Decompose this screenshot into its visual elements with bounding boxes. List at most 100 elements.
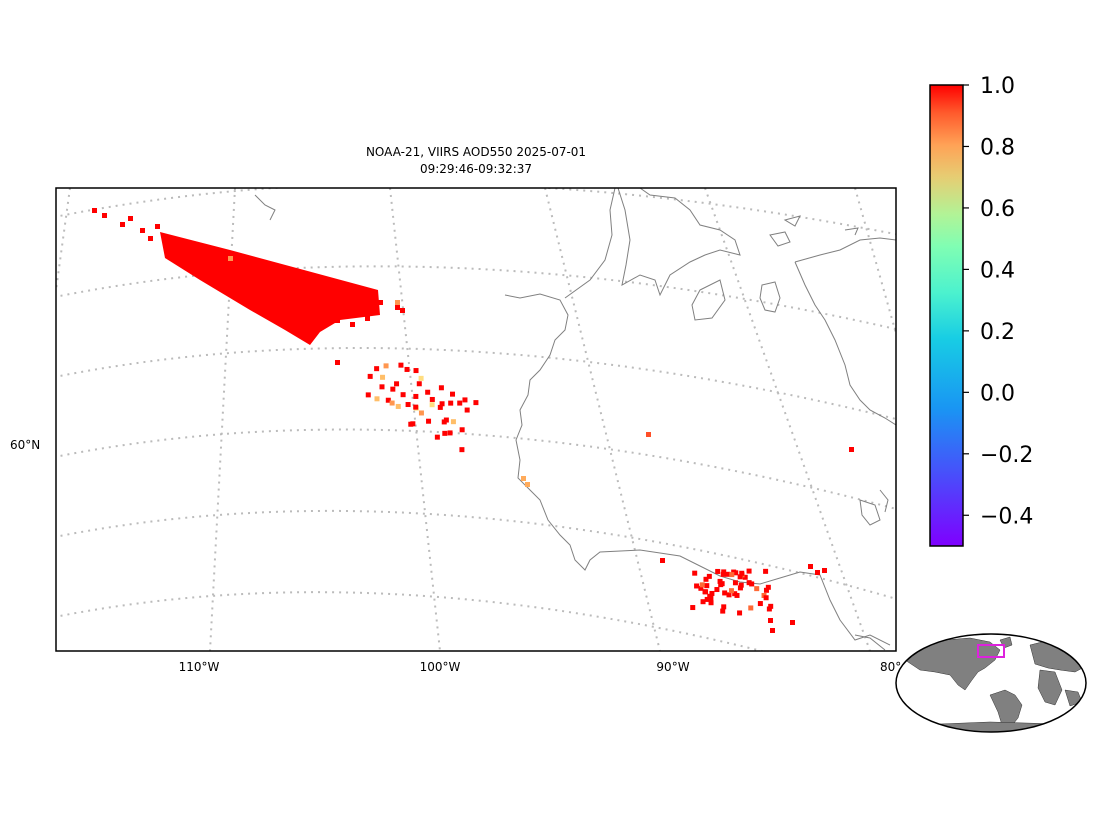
aod-point	[790, 620, 795, 625]
aod-point	[380, 374, 386, 380]
aod-point	[763, 587, 769, 593]
aod-point	[459, 427, 465, 433]
aod-point	[128, 216, 133, 221]
aod-point	[709, 590, 715, 596]
aod-point	[374, 366, 380, 372]
aod-points	[92, 208, 854, 633]
aod-point	[385, 397, 391, 403]
aod-point	[725, 571, 731, 577]
aod-point	[732, 580, 738, 586]
inset-frame	[895, 633, 1087, 733]
aod-point	[704, 583, 710, 589]
aod-point	[768, 603, 774, 609]
aod-point	[450, 391, 456, 397]
aod-point	[395, 305, 400, 310]
aod-point	[702, 589, 708, 595]
colorbar-tick-label: 0.4	[980, 258, 1015, 283]
aod-point	[694, 583, 700, 589]
lon-label-90w: 90°W	[656, 660, 689, 674]
aod-point	[120, 222, 125, 227]
lon-label-100w: 100°W	[420, 660, 461, 674]
aod-point	[395, 403, 401, 409]
colorbar-tick-label: 0.8	[980, 135, 1015, 160]
aod-point	[443, 417, 449, 423]
aod-point	[765, 584, 771, 590]
aod-point	[408, 421, 414, 427]
aod-point	[708, 600, 714, 606]
aod-point	[660, 558, 665, 563]
aod-point	[721, 604, 727, 610]
aod-point	[739, 570, 745, 576]
aod-point	[719, 581, 725, 587]
aod-point	[365, 316, 370, 321]
aod-point	[525, 482, 530, 487]
colorbar-tick-label: 1.0	[980, 74, 1015, 99]
aod-point	[413, 393, 419, 399]
aod-point	[690, 605, 696, 611]
inset-globe	[895, 633, 1087, 733]
aod-point	[418, 375, 424, 381]
aod-point	[462, 397, 468, 403]
aod-point	[766, 606, 772, 612]
aod-point	[429, 396, 435, 402]
aod-point	[413, 404, 419, 410]
aod-point	[438, 385, 444, 391]
aod-point	[140, 228, 145, 233]
aod-point	[726, 592, 732, 598]
map-title-line1: NOAA-21, VIIRS AOD550 2025-07-01	[365, 145, 587, 159]
aod-point	[746, 568, 752, 574]
aod-point	[733, 570, 739, 576]
aod-point	[737, 585, 743, 591]
aod-point	[404, 366, 410, 372]
aod-point	[335, 318, 340, 323]
aod-point	[459, 447, 465, 453]
aod-point	[757, 601, 763, 607]
aod-point	[715, 568, 721, 574]
aod-point	[698, 585, 704, 591]
aod-point	[425, 389, 431, 395]
aod-point	[390, 386, 396, 392]
aod-point	[367, 373, 373, 379]
aod-point	[768, 618, 773, 623]
aod-point	[398, 362, 404, 368]
aod-point	[714, 587, 720, 593]
aod-point	[732, 591, 738, 597]
aod-swath-northwest	[160, 232, 380, 345]
map-frame	[55, 187, 897, 652]
aod-point	[365, 392, 371, 398]
aod-point	[742, 574, 748, 580]
aod-point	[447, 430, 453, 436]
aod-point	[335, 360, 340, 365]
aod-point	[699, 582, 705, 588]
aod-point	[429, 402, 435, 408]
aod-point	[148, 236, 153, 241]
aod-point	[763, 595, 769, 601]
aod-point	[700, 599, 706, 605]
aod-point	[748, 605, 754, 611]
aod-point	[379, 384, 385, 390]
aod-point	[738, 582, 744, 588]
aod-point	[439, 401, 445, 407]
aod-point	[707, 593, 713, 599]
aod-point	[350, 322, 355, 327]
aod-point	[437, 404, 443, 410]
aod-point	[426, 418, 432, 424]
aod-point	[473, 400, 479, 406]
aod-point	[746, 580, 752, 586]
colorbar-ticks: 1.0 0.8 0.6 0.4 0.2 0.0 −0.2 −0.4	[963, 74, 1033, 529]
aod-point	[729, 572, 735, 578]
lat-label-60n: 60°N	[10, 438, 40, 452]
aod-point	[464, 407, 470, 413]
aod-point	[737, 610, 743, 616]
aod-point	[737, 574, 743, 580]
aod-point	[155, 224, 160, 229]
aod-point	[416, 381, 422, 387]
aod-point	[808, 564, 813, 569]
aod-point	[692, 570, 698, 576]
colorbar-tick-label: 0.2	[980, 320, 1015, 345]
colorbar-tick-label: 0.6	[980, 197, 1015, 222]
aod-point	[228, 256, 233, 261]
colorbar-tick-label: −0.2	[980, 443, 1033, 468]
aod-point	[413, 368, 419, 374]
